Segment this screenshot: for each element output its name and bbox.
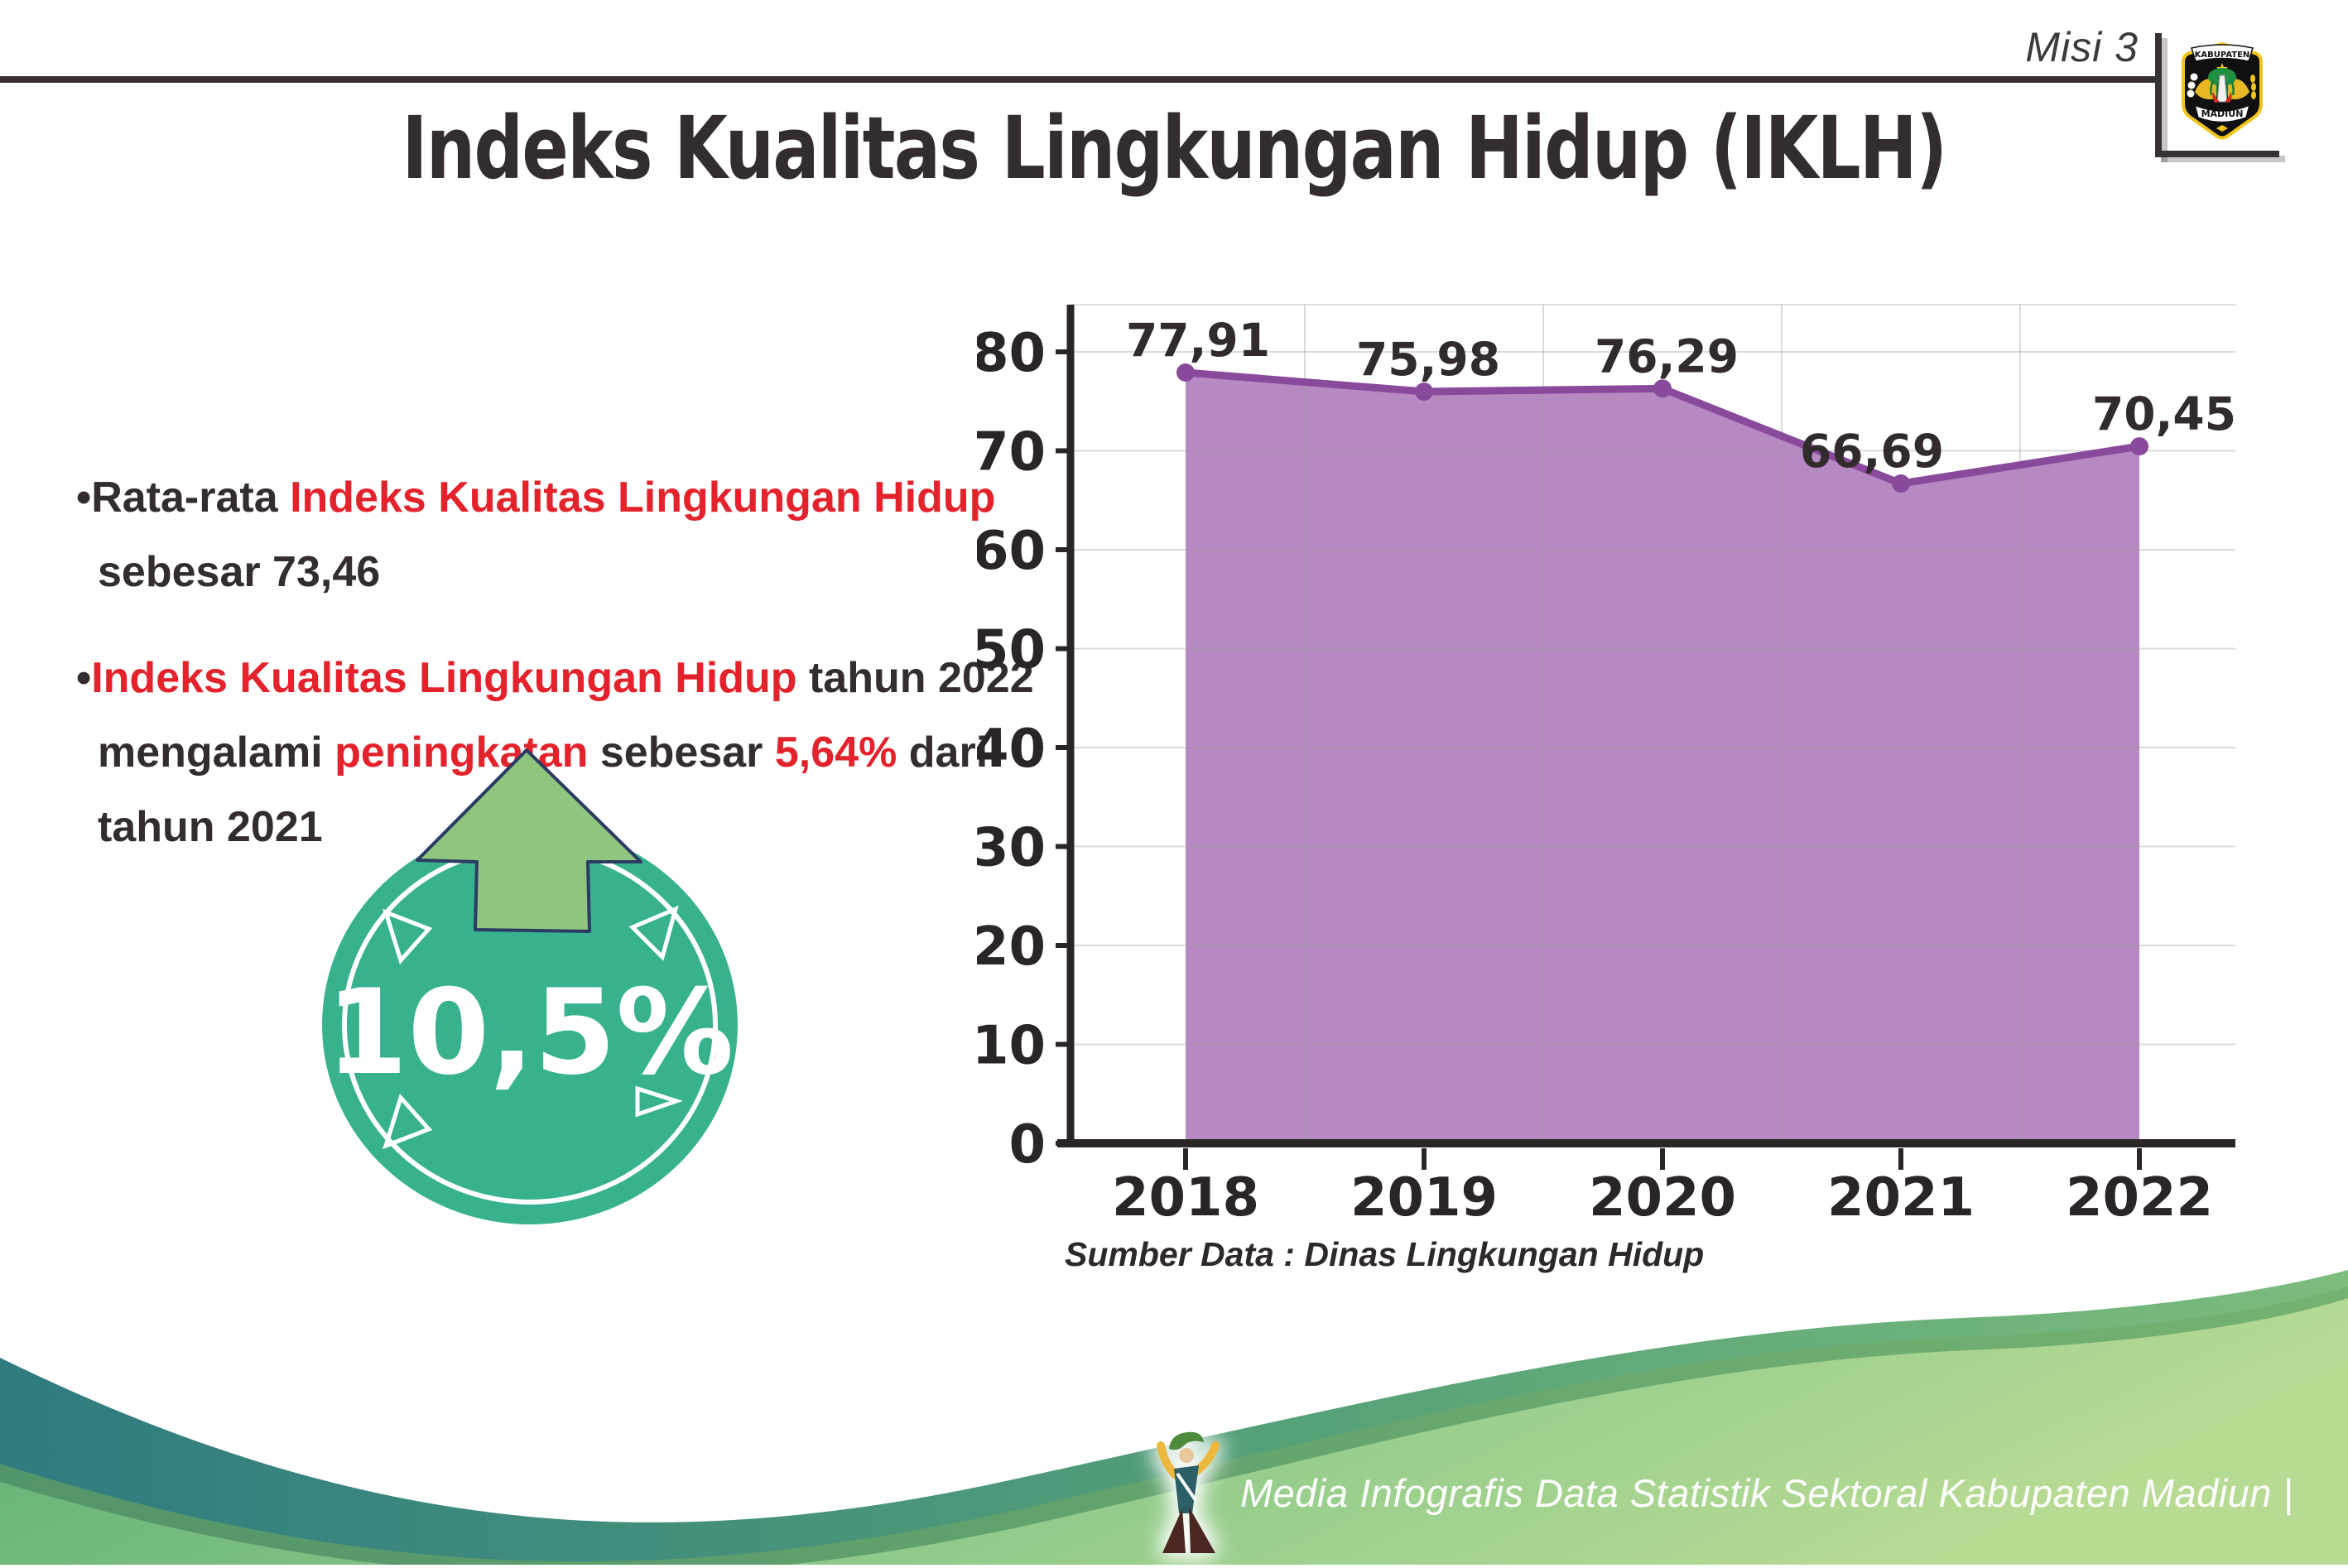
text-segment: mengalami	[98, 729, 335, 777]
crest-top-banner	[2191, 44, 2254, 62]
mascot-right-arm	[1191, 1441, 1220, 1476]
value-label: 66,69	[1800, 425, 1944, 478]
mascot-icon	[1141, 1421, 1237, 1560]
crest-wheat-2	[2251, 83, 2256, 91]
text-segment: 5,64%	[774, 729, 897, 777]
y-tick-label: 20	[977, 916, 1046, 978]
bullet-line: tahun 2021	[76, 790, 1003, 864]
iklh-chart-svg: 0 10 20 30 40 50 60 70 80 2018 2019 2020 2021 2022 77,…	[972, 304, 2236, 1229]
text-segment: dari	[897, 729, 989, 777]
increase-badge: 10,5%	[313, 727, 760, 1248]
bullet-item: •Rata-rata Indeks Kualitas Lingkungan Hi…	[76, 460, 1003, 609]
x-tick-label: 2022	[2066, 1167, 2213, 1229]
source-note: Sumber Data : Dinas Lingkungan Hidup	[1065, 1235, 1705, 1273]
crest-bottom-ornament	[2216, 125, 2228, 132]
x-tick-label: 2018	[1112, 1167, 1259, 1229]
x-tick-label: 2020	[1589, 1167, 1736, 1229]
data-point	[1892, 474, 1910, 493]
text-segment: tahun 2022	[796, 654, 1034, 702]
crest-tree-branches	[2210, 79, 2235, 98]
mascot-left-leg	[1162, 1508, 1186, 1553]
badge-value: 10,5%	[326, 964, 734, 1101]
bullet-item: •Indeks Kualitas Lingkungan Hidup tahun …	[76, 641, 1034, 864]
up-arrow-icon	[416, 748, 642, 933]
badge-spark-nw	[383, 908, 433, 964]
footer-caption: Media Infografis Data Statistik Sektoral…	[1240, 1471, 2294, 1515]
bullet-line: •Indeks Kualitas Lingkungan Hidup tahun …	[76, 641, 1034, 715]
mascot-face	[1179, 1448, 1194, 1463]
text-segment: Indeks Kualitas Lingkungan Hidup	[290, 474, 996, 522]
text-segment: •Rata-rata	[76, 474, 291, 522]
iklh-area-chart: 0 10 20 30 40 50 60 70 80 2018 2019 2020 2021 2022 77,…	[972, 290, 2285, 1291]
mascot-figure-icon	[1157, 1431, 1220, 1553]
badge-spark-se	[635, 1085, 683, 1118]
y-tick-label: 50	[977, 620, 1046, 681]
mascot-beret	[1169, 1431, 1204, 1450]
crest-wheat-3	[2251, 91, 2256, 99]
misi-label: Misi 3	[2025, 24, 2139, 70]
crest-cotton-2	[2187, 81, 2196, 89]
data-point	[1653, 379, 1672, 398]
bullet-notes: •Rata-rata Indeks Kualitas Lingkungan Hi…	[76, 460, 1034, 896]
kabupaten-madiun-crest-logo: KABUPATEN MADIUN	[2177, 38, 2268, 142]
crest-bottom-ribbon	[2193, 103, 2251, 123]
x-tick-label: 2021	[1827, 1167, 1975, 1229]
mascot-right-leg	[1189, 1507, 1215, 1553]
value-label: 75,98	[1356, 333, 1500, 386]
y-tick-label: 80	[977, 323, 1046, 384]
y-tick-label: 70	[977, 422, 1046, 483]
data-point	[1176, 363, 1195, 382]
x-tick-label: 2019	[1350, 1167, 1498, 1229]
y-tick-label: 10	[977, 1016, 1046, 1077]
header-rule	[0, 76, 2162, 83]
mascot-left-arm	[1157, 1441, 1180, 1479]
logo-frame-horizontal	[2155, 151, 2279, 157]
wave-light-green	[0, 1298, 2348, 1568]
increase-badge-graphic: 10,5%	[322, 748, 738, 1224]
value-label: 76,29	[1595, 329, 1739, 382]
footer-wave-band	[0, 1234, 2348, 1568]
crest-bottom-text: MADIUN	[2201, 108, 2244, 119]
text-segment: Indeks Kualitas Lingkungan Hidup	[91, 654, 797, 702]
crest-cotton-3	[2187, 89, 2195, 98]
y-tick-label: 0	[1008, 1114, 1046, 1176]
badge-spark-ne	[628, 905, 679, 961]
data-point	[1415, 382, 1433, 402]
y-tick-label: 30	[977, 818, 1046, 879]
mascot-sash	[1176, 1472, 1197, 1502]
value-label: 77,91	[1126, 314, 1270, 367]
value-label: 70,45	[2092, 387, 2236, 440]
text-segment: sebesar 73,46	[98, 548, 381, 596]
text-segment: tahun 2021	[98, 803, 323, 851]
bullet-line: •Rata-rata Indeks Kualitas Lingkungan Hi…	[76, 460, 1003, 535]
y-tick-label: 60	[977, 521, 1046, 582]
footer-waves-graphic	[0, 1270, 2348, 1568]
y-tick-label: 40	[977, 719, 1046, 780]
page-title: Indeks Kualitas Lingkungan Hidup (IKLH)	[402, 98, 1947, 199]
badge-spark-sw	[383, 1094, 433, 1150]
text-segment: •	[76, 654, 92, 702]
crest-icon: KABUPATEN MADIUN	[2182, 41, 2263, 140]
crest-chili-right	[2225, 92, 2232, 103]
crest-cotton-1	[2190, 73, 2198, 81]
logo-frame-vertical	[2155, 33, 2162, 157]
bullet-line: mengalami peningkatan sebesar 5,64% dari	[76, 715, 1003, 790]
area-fill	[1186, 372, 2139, 1144]
crest-wheat-1	[2250, 75, 2255, 83]
text-segment: sebesar	[588, 729, 775, 777]
bullet-line: sebesar 73,46	[76, 535, 1003, 609]
data-point	[2130, 437, 2148, 456]
crest-chili-left	[2212, 92, 2220, 103]
crest-top-text: KABUPATEN	[2195, 51, 2250, 60]
